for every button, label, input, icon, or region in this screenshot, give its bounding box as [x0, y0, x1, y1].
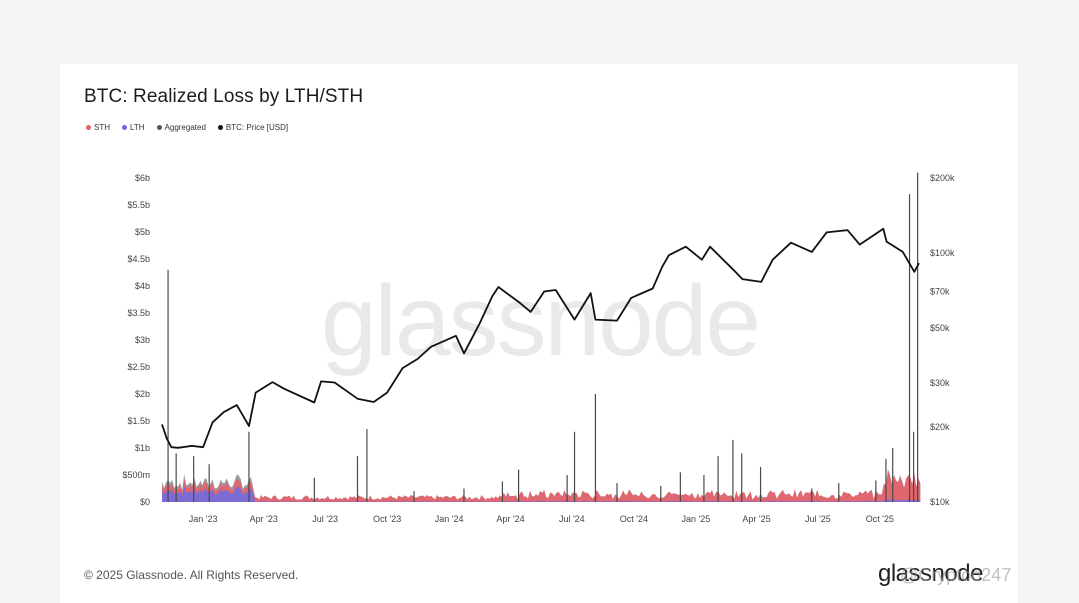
legend-dot-lth	[122, 125, 127, 130]
lth-area	[162, 486, 921, 502]
legend-label-aggregated: Aggregated	[164, 123, 206, 132]
y-axis-right: $10k $20k $30k $50k $70k $100k $200k	[930, 173, 955, 507]
legend-dot-price	[217, 125, 223, 130]
legend-label-price: BTC: Price [USD]	[225, 123, 289, 132]
legend-dot-sth	[86, 125, 91, 130]
y-tick-label: $0	[140, 497, 150, 507]
legend-label-sth: STH	[94, 123, 110, 132]
y-tick-label: $4b	[135, 281, 150, 291]
price-line	[161, 227, 920, 449]
y-tick-label: $2.5b	[127, 362, 150, 372]
chart-legend: STH LTH Aggregated BTC: Price [USD]	[86, 123, 288, 132]
y-tick-label: $5.5b	[127, 200, 150, 210]
legend-item-price[interactable]: BTC: Price [USD]	[217, 123, 289, 132]
y-tick-label: $500m	[122, 470, 150, 480]
x-tick-label: Oct '25	[866, 514, 894, 524]
x-tick-label: Oct '23	[373, 514, 401, 524]
copyright-text: © 2025 Glassnode. All Rights Reserved.	[84, 568, 299, 582]
y-tick-label: $3.5b	[127, 308, 150, 318]
x-axis: Jan '23 Apr '23 Jul '23 Oct '23 Jan '24 Apr '…	[189, 514, 894, 524]
y-right-tick-label: $70k	[930, 287, 950, 297]
x-tick-label: Apr '23	[250, 514, 278, 524]
x-tick-label: Jan '25	[681, 514, 710, 524]
loss-areas	[162, 469, 921, 502]
glassnode-logo: glassnode	[878, 560, 983, 587]
y-right-tick-label: $100k	[930, 248, 955, 258]
y-tick-label: $5b	[135, 227, 150, 237]
y-right-tick-label: $10k	[930, 497, 950, 507]
chart-title: BTC: Realized Loss by LTH/STH	[84, 86, 364, 107]
legend-item-aggregated[interactable]: Aggregated	[156, 123, 206, 132]
x-tick-label: Jul '23	[312, 514, 338, 524]
y-right-tick-label: $30k	[930, 378, 950, 388]
legend-item-sth[interactable]: STH	[86, 123, 110, 132]
legend-label-lth: LTH	[130, 123, 145, 132]
x-tick-label: Jan '23	[189, 514, 218, 524]
sth-area	[162, 470, 921, 502]
y-axis-left: $0 $500m $1b $1.5b $2b $2.5b $3b $3.5b $4b $4.5b $…	[122, 173, 150, 507]
x-tick-label: Jan '24	[435, 514, 464, 524]
aggregated-spikes	[167, 172, 919, 502]
x-tick-label: Oct '24	[620, 514, 648, 524]
watermark-credit: @Cryptoo247	[900, 565, 1012, 585]
y-tick-label: $3b	[135, 335, 150, 345]
y-tick-label: $1b	[135, 443, 150, 453]
y-tick-label: $4.5b	[127, 254, 150, 264]
y-right-tick-label: $50k	[930, 323, 950, 333]
legend-dot-aggregated	[156, 125, 162, 130]
x-tick-label: Apr '24	[496, 514, 524, 524]
y-tick-label: $2b	[135, 389, 150, 399]
legend-item-lth[interactable]: LTH	[122, 123, 145, 132]
x-tick-label: Jul '24	[559, 514, 585, 524]
x-tick-label: Jul '25	[805, 514, 831, 524]
y-tick-label: $6b	[135, 173, 150, 183]
chart-card	[60, 64, 1018, 603]
y-tick-label: $1.5b	[127, 416, 150, 426]
x-tick-label: Apr '25	[742, 514, 770, 524]
y-right-tick-label: $200k	[930, 173, 955, 183]
y-right-tick-label: $20k	[930, 422, 950, 432]
watermark-logo: glassnode	[321, 265, 759, 377]
